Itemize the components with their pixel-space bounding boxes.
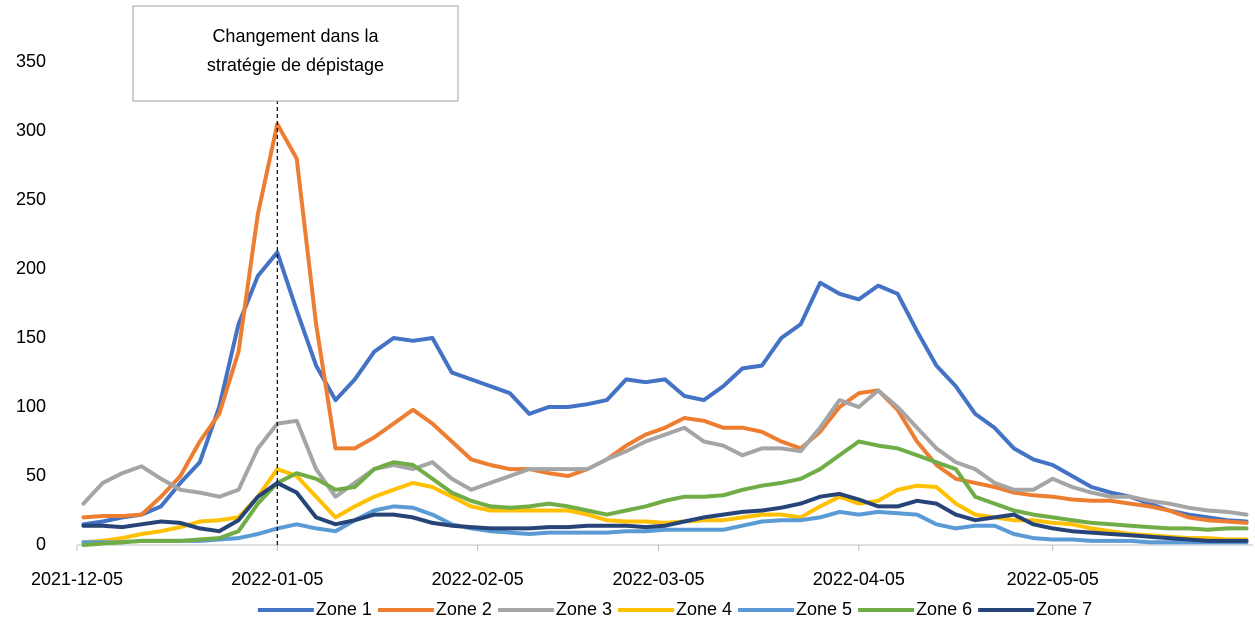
series-line xyxy=(81,122,1249,525)
x-tick-label: 2022-04-05 xyxy=(813,569,905,589)
x-tick-label: 2022-01-05 xyxy=(231,569,323,589)
legend-label: Zone 5 xyxy=(796,599,852,619)
series-line xyxy=(81,480,1249,543)
x-tick-label: 2022-02-05 xyxy=(432,569,524,589)
legend-label: Zone 7 xyxy=(1036,599,1092,619)
y-tick-label: 150 xyxy=(16,327,46,347)
annotation-box xyxy=(132,5,459,102)
series-line xyxy=(81,467,1249,545)
x-tick-label: 2022-03-05 xyxy=(612,569,704,589)
y-tick-label: 250 xyxy=(16,189,46,209)
y-tick-label: 0 xyxy=(36,534,46,554)
y-tick-label: 200 xyxy=(16,258,46,278)
legend-label: Zone 4 xyxy=(676,599,732,619)
y-tick-label: 350 xyxy=(16,51,46,71)
x-tick-label: 2021-12-05 xyxy=(31,569,123,589)
x-tick-label: 2022-05-05 xyxy=(1007,569,1099,589)
legend-label: Zone 2 xyxy=(436,599,492,619)
legend-label: Zone 3 xyxy=(556,599,612,619)
series-line xyxy=(81,250,1249,527)
y-tick-label: 300 xyxy=(16,120,46,140)
y-tick-label: 50 xyxy=(26,465,46,485)
annotation-text: Changement dans la xyxy=(212,26,379,46)
legend-label: Zone 6 xyxy=(916,599,972,619)
y-tick-label: 100 xyxy=(16,396,46,416)
annotation-text: stratégie de dépistage xyxy=(207,55,384,75)
legend-label: Zone 1 xyxy=(316,599,372,619)
